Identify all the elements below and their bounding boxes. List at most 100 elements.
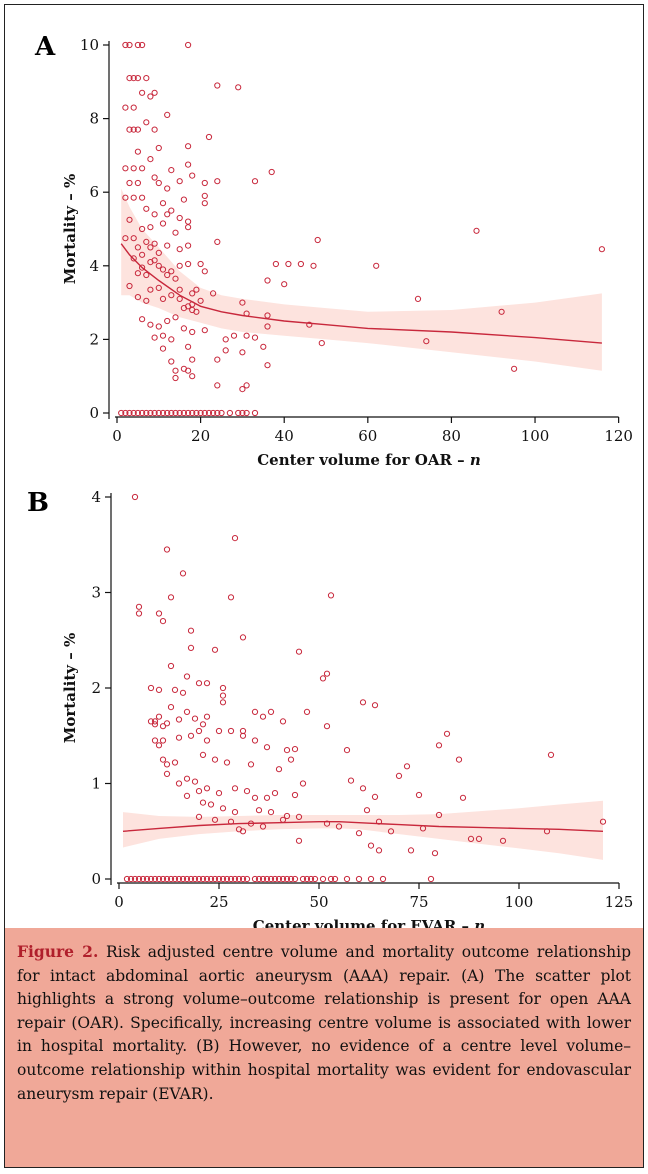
data-point xyxy=(159,756,167,763)
data-point xyxy=(151,721,159,728)
data-point xyxy=(231,785,239,792)
data-point xyxy=(176,246,183,253)
data-point xyxy=(135,610,143,617)
data-point xyxy=(135,875,143,883)
caption-title: Figure 2. xyxy=(17,942,99,961)
data-point xyxy=(431,850,439,857)
data-point xyxy=(179,689,187,696)
data-point xyxy=(159,332,167,339)
data-point xyxy=(134,41,141,49)
data-point xyxy=(475,835,483,842)
data-point xyxy=(127,875,135,883)
data-point xyxy=(279,875,287,883)
data-point xyxy=(172,374,179,382)
data-point xyxy=(143,238,150,245)
data-point xyxy=(139,165,146,172)
data-point xyxy=(343,747,351,754)
data-point xyxy=(191,778,199,785)
data-point xyxy=(201,268,208,275)
data-point xyxy=(199,751,207,758)
data-point xyxy=(283,875,291,883)
data-point xyxy=(222,336,229,343)
data-point xyxy=(147,93,154,100)
data-point xyxy=(367,875,375,883)
x-tick-label: 40 xyxy=(275,427,294,445)
data-point xyxy=(159,737,167,744)
data-point xyxy=(207,801,215,808)
data-point xyxy=(130,126,137,133)
data-point xyxy=(180,196,187,203)
data-point xyxy=(175,875,183,883)
data-point xyxy=(179,570,187,577)
data-point xyxy=(327,875,335,883)
data-point xyxy=(176,214,183,222)
data-point xyxy=(130,104,137,111)
data-point xyxy=(323,723,331,730)
data-point xyxy=(227,594,235,601)
data-point xyxy=(151,737,159,744)
data-point xyxy=(126,126,133,133)
chart-panel-b: B 0 1 2 3 4 0 25 50 75 100 125 Center volume for EV… xyxy=(27,488,634,929)
data-point xyxy=(403,763,411,770)
data-point xyxy=(130,75,137,82)
data-point xyxy=(239,875,247,883)
data-point xyxy=(147,875,155,883)
data-point xyxy=(287,875,295,883)
data-point xyxy=(172,367,179,374)
data-point xyxy=(283,747,291,754)
data-point xyxy=(143,205,150,212)
data-point xyxy=(295,648,303,655)
data-point xyxy=(147,156,154,163)
data-point xyxy=(134,75,141,82)
data-point xyxy=(171,759,179,766)
data-point xyxy=(176,178,183,185)
data-point xyxy=(155,249,162,256)
x-tick-label: 100 xyxy=(505,893,534,911)
x-tick-label: 125 xyxy=(605,893,634,911)
data-point xyxy=(122,235,129,242)
data-point xyxy=(359,699,367,706)
data-point xyxy=(134,179,141,187)
data-point xyxy=(267,875,275,883)
data-point xyxy=(201,192,208,199)
data-point xyxy=(159,875,167,883)
data-point xyxy=(143,119,150,126)
data-point xyxy=(459,794,467,801)
data-point xyxy=(197,297,204,304)
data-point xyxy=(195,813,203,820)
data-point xyxy=(211,646,219,653)
data-point xyxy=(185,260,192,268)
data-point xyxy=(163,770,171,777)
data-point xyxy=(355,830,363,837)
data-point xyxy=(267,809,275,816)
data-point xyxy=(387,828,395,835)
data-point xyxy=(272,260,279,268)
data-point xyxy=(185,143,192,150)
data-point xyxy=(267,708,275,715)
data-point xyxy=(130,255,137,262)
data-point xyxy=(164,211,171,218)
data-point xyxy=(193,286,200,293)
x-tick-label: 100 xyxy=(521,427,550,445)
data-point xyxy=(299,780,307,787)
data-point xyxy=(263,794,271,801)
data-point xyxy=(311,875,319,883)
data-point xyxy=(199,799,207,806)
caption-text: Risk adjusted centre volume and mortalit… xyxy=(17,943,632,1103)
data-point xyxy=(159,266,167,273)
fit-line xyxy=(122,821,604,832)
data-point xyxy=(191,875,199,883)
data-point xyxy=(427,875,435,883)
data-point xyxy=(175,716,183,723)
data-point xyxy=(205,409,213,417)
data-point xyxy=(139,41,146,49)
data-point xyxy=(175,734,183,741)
data-point xyxy=(183,775,191,782)
data-point xyxy=(255,875,263,883)
data-point xyxy=(263,875,271,883)
data-point xyxy=(214,409,221,417)
data-point xyxy=(226,409,233,417)
data-point xyxy=(175,780,183,787)
data-point xyxy=(176,286,183,293)
